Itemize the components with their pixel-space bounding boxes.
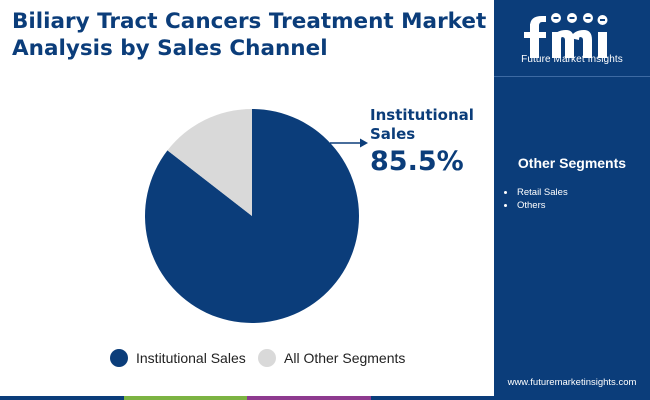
title-line-2: Analysis by Sales Channel (12, 36, 328, 61)
pie-slice-institutional-sales (144, 109, 359, 323)
website-link[interactable]: www.futuremarketinsights.com (507, 377, 637, 388)
main-panel: Biliary Tract Cancers Treatment Market A… (0, 8, 494, 372)
bullet-icon (504, 204, 507, 207)
list-item: Others (504, 199, 568, 212)
logo-text: Future Market Insights (521, 54, 623, 65)
page-title: Biliary Tract Cancers Treatment Market A… (12, 8, 487, 62)
sidebar: Future Market Insights Other Segments Re… (494, 0, 650, 400)
bottom-bar-segment (0, 396, 124, 400)
title-line-1: Biliary Tract Cancers Treatment Market (12, 9, 487, 34)
callout: Institutional Sales 85.5% (370, 106, 480, 178)
pie-slices (144, 109, 359, 323)
callout-value: 85.5% (370, 146, 464, 177)
bottom-color-bar (0, 396, 494, 400)
legend-label: Institutional Sales (136, 350, 246, 366)
sidebar-divider (494, 76, 650, 77)
bottom-bar-segment (247, 396, 371, 400)
legend-item-institutional-sales: Institutional Sales (110, 346, 246, 370)
legend-label: All Other Segments (284, 350, 406, 366)
legend-item-all-other-segments: All Other Segments (258, 346, 405, 370)
pie-slice-all-other-segments (167, 109, 252, 216)
legend: Institutional Sales All Other Segments (0, 346, 494, 372)
callout-label: Institutional Sales (370, 106, 474, 143)
bottom-bar-segment (370, 396, 494, 400)
other-segments-heading: Other Segments (517, 155, 627, 171)
bullet-icon (504, 191, 507, 194)
list-item-label: Others (517, 200, 546, 211)
list-item-label: Retail Sales (517, 187, 568, 198)
legend-swatch (110, 349, 128, 367)
legend-swatch (258, 349, 276, 367)
list-item: Retail Sales (504, 186, 568, 199)
bottom-bar-segment (123, 396, 247, 400)
callout-arrow (330, 138, 368, 148)
fmi-logo-icon (524, 13, 608, 58)
other-segments-list: Retail Sales Others (504, 186, 568, 212)
pie-chart (144, 109, 368, 323)
